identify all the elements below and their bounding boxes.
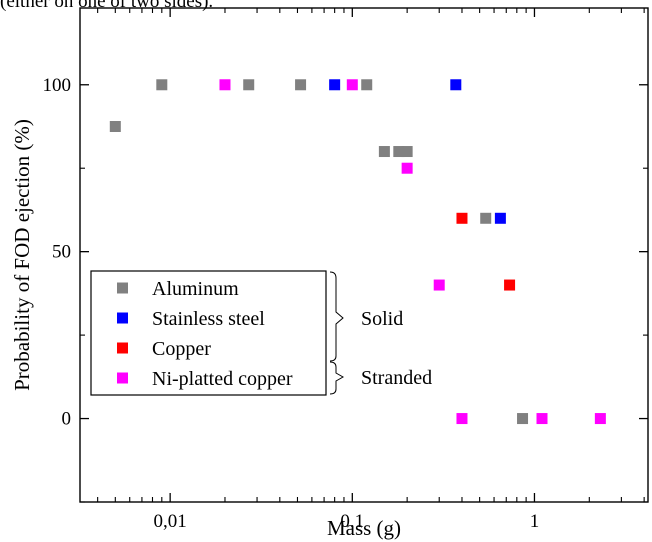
figure-caption-fragment: (either on one of two sides). [0,0,214,12]
data-point-series-3 [401,162,413,174]
legend-group-bracket-solid [329,271,344,362]
plot-frame-layer [79,7,649,503]
tick-layer: 0 50 100 0,01 0,1 1 [43,8,648,532]
data-point-series-0 [109,120,121,132]
data-point-series-0 [480,212,492,224]
y-tick-label: 100 [43,75,72,96]
x-tick-label: 1 [530,511,540,532]
data-point-series-0 [378,146,390,158]
legend-box [90,270,327,396]
data-point-series-0 [361,79,373,91]
data-point-series-1 [329,79,341,91]
legend-entry-label: Ni-platted copper [152,368,293,390]
legend-marker [117,342,128,354]
legend-marker [117,372,128,384]
plot-frame [79,7,649,503]
x-axis-label: Mass (g) [327,516,401,540]
data-point-series-3 [219,79,231,91]
data-point-series-0 [401,146,413,158]
data-point-series-2 [456,212,468,224]
legend-entry-label: Stainless steel [152,308,265,330]
data-point-series-0 [295,79,307,91]
legend-entry-label: Copper [152,338,211,360]
legend-entry-label: Aluminum [152,278,239,300]
legend-group-bracket-stranded [329,361,345,395]
y-tick-label: 0 [62,409,72,430]
data-point-series-0 [393,146,405,158]
data-point-series-3 [433,279,445,291]
legend: Aluminum Stainless steel Copper Ni-platted … [90,270,432,396]
x-tick-label: 0,1 [340,511,364,532]
data-point-series-0 [517,413,529,425]
data-point-series-1 [494,212,506,224]
legend-marker [117,282,128,294]
data-points-layer [109,79,606,425]
data-point-series-1 [450,79,462,91]
data-point-series-3 [346,79,358,91]
data-point-series-3 [594,413,606,425]
data-point-series-0 [243,79,255,91]
data-point-series-2 [504,279,516,291]
data-point-series-3 [536,413,548,425]
x-tick-label: 0,01 [154,511,187,532]
legend-marker [117,312,128,324]
y-axis-label: Probability of FOD ejection (%) [10,119,34,391]
legend-group-label: Stranded [361,367,432,389]
data-point-series-0 [156,79,168,91]
y-tick-label: 50 [52,242,71,263]
legend-group-label: Solid [361,308,403,330]
data-point-series-3 [456,413,468,425]
